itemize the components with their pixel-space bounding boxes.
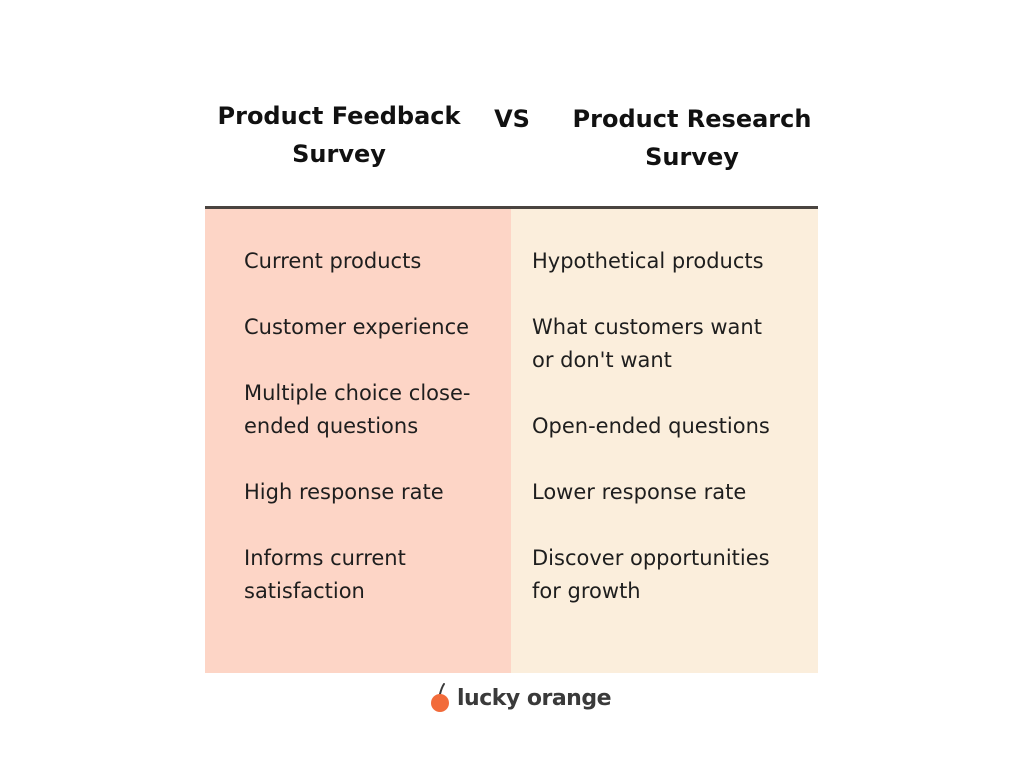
product-feedback-heading: Product Feedback Survey xyxy=(217,102,461,168)
feedback-item: Informs current satisfaction xyxy=(244,546,406,603)
product-research-heading: Product Research Survey xyxy=(572,105,812,171)
heading-divider xyxy=(205,206,818,209)
feedback-item: Current products xyxy=(244,249,422,273)
logo-text: lucky orange xyxy=(457,685,612,711)
research-item: What customers want or don't want xyxy=(532,315,762,372)
vs-label: VS xyxy=(494,105,530,133)
lucky-orange-logo: lucky orange xyxy=(430,680,612,716)
research-item: Lower response rate xyxy=(532,480,747,504)
research-survey-column: Hypothetical products What customers wan… xyxy=(511,209,818,673)
feedback-item: Multiple choice close- ended questions xyxy=(244,381,471,438)
feedback-item: High response rate xyxy=(244,480,444,504)
research-item: Discover opportunities for growth xyxy=(532,546,770,603)
research-item: Hypothetical products xyxy=(532,249,764,273)
orange-fruit-icon xyxy=(431,683,449,712)
feedback-survey-column: Current products Customer experience Mul… xyxy=(205,209,511,673)
feedback-item: Customer experience xyxy=(244,315,470,339)
research-item: Open-ended questions xyxy=(532,414,770,438)
